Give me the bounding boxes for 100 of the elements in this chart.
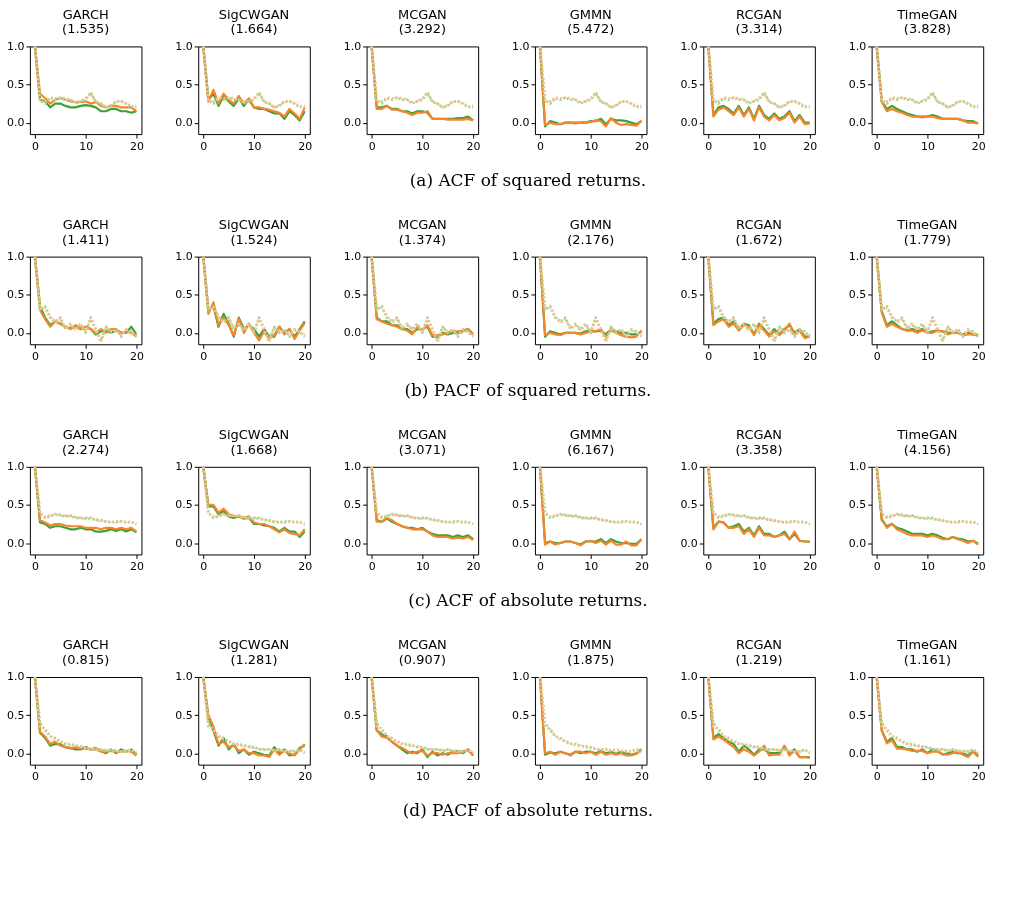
- x-tick-label: 0: [200, 139, 208, 153]
- x-tick-label: 0: [873, 349, 881, 363]
- chart-title: MCGAN (3.292): [397, 6, 447, 37]
- chart-title: TimeGAN (4.156): [896, 426, 958, 457]
- x-tick-label: 10: [79, 770, 94, 784]
- y-tick-label: 0.0: [7, 536, 25, 550]
- x-tick-label: 20: [129, 559, 144, 573]
- y-tick-label: 0.0: [680, 746, 698, 760]
- x-tick-label: 20: [634, 559, 649, 573]
- y-tick-label: 1.0: [7, 460, 25, 474]
- x-tick-label: 0: [705, 139, 713, 153]
- x-tick-label: 20: [466, 349, 481, 363]
- y-tick-label: 0.5: [343, 708, 362, 722]
- line-series: [538, 45, 643, 128]
- x-tick-label: 10: [415, 139, 430, 153]
- y-tick-label: 1.0: [343, 250, 362, 264]
- x-tick-label: 20: [803, 770, 818, 784]
- y-tick-label: 0.0: [848, 326, 867, 340]
- y-tick-label: 0.5: [7, 288, 25, 302]
- y-tick-label: 0.0: [848, 116, 867, 130]
- x-tick-label: 20: [634, 139, 649, 153]
- x-tick-label: 20: [129, 349, 144, 363]
- line-series: [538, 465, 643, 526]
- x-tick-label: 0: [200, 770, 208, 784]
- line-series: [875, 45, 980, 109]
- x-tick-label: 10: [752, 349, 767, 363]
- x-tick-label: 10: [247, 349, 262, 363]
- x-tick-label: 20: [466, 770, 481, 784]
- x-tick-label: 10: [415, 770, 430, 784]
- y-tick-label: 0.5: [680, 288, 698, 302]
- y-tick-label: 0.5: [343, 498, 362, 512]
- y-tick-label: 1.0: [7, 250, 25, 264]
- y-tick-label: 0.0: [175, 746, 193, 760]
- x-tick-label: 0: [873, 559, 881, 573]
- x-tick-label: 0: [200, 559, 208, 573]
- y-tick-label: 0.0: [7, 746, 25, 760]
- line-series: [707, 45, 812, 109]
- y-tick-label: 0.5: [848, 78, 867, 92]
- line-series: [370, 45, 475, 109]
- y-tick-label: 0.5: [7, 498, 25, 512]
- y-tick-label: 0.5: [512, 708, 530, 722]
- y-tick-label: 0.5: [680, 498, 698, 512]
- x-tick-label: 20: [634, 349, 649, 363]
- y-tick-label: 1.0: [175, 460, 193, 474]
- y-tick-label: 0.5: [343, 288, 362, 302]
- x-tick-label: 20: [971, 139, 986, 153]
- y-tick-label: 1.0: [512, 250, 530, 264]
- x-tick-label: 20: [129, 770, 144, 784]
- chart-title: SigCWGAN (1.664): [218, 6, 290, 37]
- y-tick-label: 0.5: [848, 708, 867, 722]
- y-tick-label: 1.0: [848, 39, 867, 53]
- y-tick-label: 0.0: [680, 536, 698, 550]
- y-tick-label: 0.5: [848, 498, 867, 512]
- line-series: [370, 465, 475, 526]
- x-tick-label: 10: [584, 770, 599, 784]
- y-tick-label: 1.0: [343, 670, 362, 684]
- y-tick-label: 0.0: [680, 326, 698, 340]
- x-tick-label: 20: [129, 139, 144, 153]
- x-tick-label: 10: [920, 139, 935, 153]
- y-tick-label: 0.0: [175, 326, 193, 340]
- x-tick-label: 0: [537, 139, 545, 153]
- y-tick-label: 0.0: [343, 536, 362, 550]
- line-series: [370, 45, 475, 122]
- y-tick-label: 1.0: [680, 39, 698, 53]
- y-tick-label: 0.5: [680, 708, 698, 722]
- x-tick-label: 0: [368, 349, 376, 363]
- x-tick-label: 10: [247, 559, 262, 573]
- y-tick-label: 1.0: [7, 670, 25, 684]
- y-tick-label: 0.5: [7, 78, 25, 92]
- y-tick-label: 1.0: [175, 250, 193, 264]
- x-tick-label: 0: [31, 349, 39, 363]
- y-tick-label: 1.0: [512, 670, 530, 684]
- line-series: [875, 45, 980, 125]
- chart-title: MCGAN (3.071): [397, 426, 447, 457]
- y-tick-label: 0.0: [512, 116, 530, 130]
- y-tick-label: 0.5: [680, 78, 698, 92]
- line-series: [875, 465, 980, 526]
- chart-title: GMMN (2.176): [567, 216, 615, 247]
- line-series: [202, 45, 307, 109]
- x-tick-label: 0: [31, 770, 39, 784]
- x-tick-label: 20: [803, 139, 818, 153]
- x-tick-label: 0: [31, 559, 39, 573]
- y-tick-label: 0.0: [343, 326, 362, 340]
- x-tick-label: 20: [298, 349, 313, 363]
- x-tick-label: 0: [368, 139, 376, 153]
- chart-title: GARCH (1.535): [62, 6, 110, 37]
- y-tick-label: 1.0: [848, 670, 867, 684]
- x-tick-label: 10: [415, 559, 430, 573]
- line-series: [202, 465, 307, 526]
- y-tick-label: 1.0: [512, 460, 530, 474]
- x-tick-label: 0: [537, 770, 545, 784]
- x-tick-label: 10: [247, 139, 262, 153]
- x-tick-label: 10: [752, 139, 767, 153]
- x-tick-label: 20: [466, 559, 481, 573]
- y-tick-label: 0.0: [7, 116, 25, 130]
- y-tick-label: 1.0: [680, 460, 698, 474]
- y-tick-label: 0.0: [680, 116, 698, 130]
- x-tick-label: 20: [971, 559, 986, 573]
- x-tick-label: 10: [79, 139, 94, 153]
- line-series: [538, 45, 643, 109]
